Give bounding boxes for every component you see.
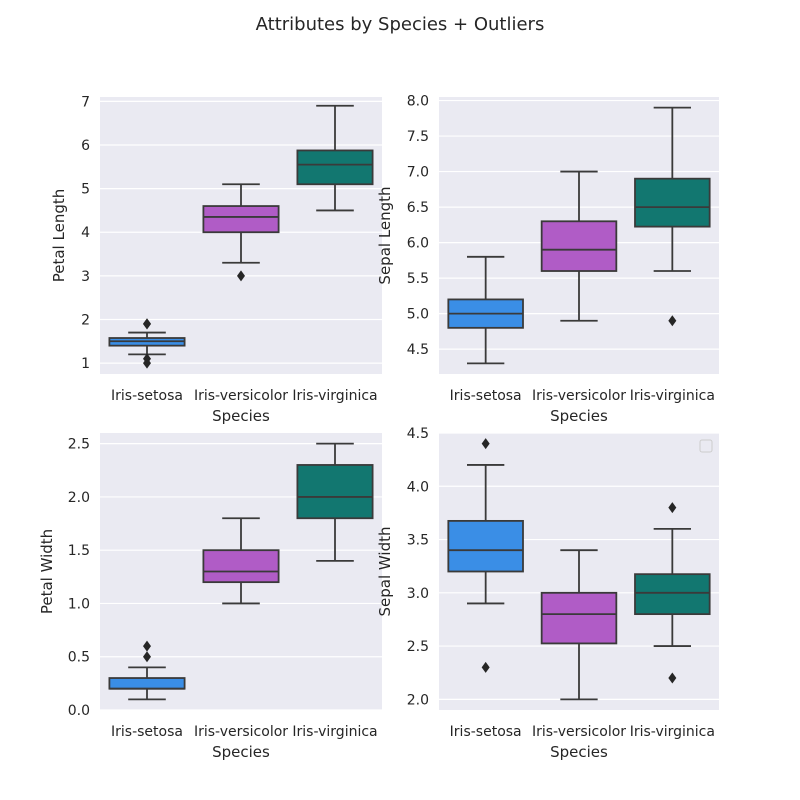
box-body <box>540 591 618 645</box>
legend-box <box>699 439 713 453</box>
x-tick-label: Iris-virginica <box>630 388 715 404</box>
y-tick-label: 2.0 <box>68 490 90 506</box>
y-tick-label: 0.5 <box>68 650 90 666</box>
y-tick-label: 1 <box>81 356 90 372</box>
chart-panel-petal-width: 0.0 0.5 1.0 1.5 2.0 2.5 Iris-setosa Iris-versic… <box>38 433 382 761</box>
y-tick-label: 3 <box>81 269 90 285</box>
box-iris-setosa <box>447 438 524 673</box>
outlier-point <box>668 672 677 684</box>
x-tick-label: Iris-versicolor <box>532 724 626 740</box>
y-tick-label: 5 <box>81 182 90 198</box>
y-tick-label: 2 <box>81 312 90 328</box>
box-iris-setosa <box>447 255 524 365</box>
box-body <box>296 149 374 186</box>
chart-panel-sepal-width: 2.0 2.5 3.0 3.5 4.0 4.5 Iris-setosa Iris-versic… <box>376 426 719 761</box>
outlier-point <box>143 651 151 663</box>
box-iris-virginica <box>296 104 374 212</box>
y-tick-label: 6.5 <box>407 200 429 216</box>
chart-panel-sepal-length: 4.5 5.0 5.5 6.0 6.5 7.0 7.5 8.0 Iris-setosa Iris-… <box>376 94 719 425</box>
x-tick-label: Iris-versicolor <box>194 388 288 404</box>
y-tick-label: 3.0 <box>407 586 429 602</box>
y-tick-label: 1.0 <box>68 596 90 612</box>
box-body <box>634 177 711 228</box>
box-body <box>202 549 280 584</box>
outlier-point <box>143 318 151 330</box>
y-tick-label: 7.0 <box>407 165 429 181</box>
box-iris-virginica <box>296 442 374 562</box>
box-iris-virginica <box>634 106 711 327</box>
y-tick-label: 4.5 <box>407 342 429 358</box>
outlier-point <box>481 661 490 673</box>
x-axis-label: Species <box>212 407 270 425</box>
outlier-point <box>143 640 151 652</box>
x-axis-label: Species <box>212 743 270 761</box>
x-axis-label: Species <box>550 407 608 425</box>
y-tick-label: 4 <box>81 225 90 241</box>
box-iris-setosa <box>108 640 186 701</box>
x-tick-label: Iris-versicolor <box>194 724 288 740</box>
y-tick-label: 2.5 <box>407 639 429 655</box>
box-iris-versicolor <box>202 183 280 282</box>
y-tick-label: 5.0 <box>407 307 429 323</box>
y-tick-label: 7.5 <box>407 129 429 145</box>
x-tick-label: Iris-virginica <box>292 724 377 740</box>
y-tick-label: 6.0 <box>407 236 429 252</box>
y-tick-label: 1.5 <box>68 543 90 559</box>
box-body <box>108 677 186 690</box>
y-tick-label: 3.5 <box>407 533 429 549</box>
y-tick-label: 4.5 <box>407 426 429 442</box>
outlier-point <box>668 315 677 327</box>
y-tick-label: 6 <box>81 138 90 154</box>
x-tick-label: Iris-setosa <box>111 724 183 740</box>
y-tick-label: 4.0 <box>407 479 429 495</box>
box-body <box>447 519 524 573</box>
x-tick-label: Iris-setosa <box>111 388 183 404</box>
y-tick-label: 2.5 <box>68 437 90 453</box>
chart-panel-petal-length: 1 2 3 4 5 6 7 Iris-setosa Iris-versicolor Iris-vi… <box>50 94 382 425</box>
y-axis-label: Petal Length <box>50 189 68 283</box>
box-iris-setosa <box>108 318 186 369</box>
outlier-point <box>237 270 245 282</box>
box-iris-virginica <box>634 502 711 684</box>
box-body <box>202 205 280 234</box>
box-iris-versicolor <box>540 170 618 322</box>
box-body <box>296 464 374 520</box>
box-body <box>540 220 618 272</box>
x-tick-label: Iris-setosa <box>450 724 522 740</box>
x-tick-label: Iris-virginica <box>630 724 715 740</box>
y-axis-label: Sepal Width <box>376 527 394 617</box>
outlier-point <box>143 357 151 369</box>
x-axis-label: Species <box>550 743 608 761</box>
y-axis-label: Sepal Length <box>376 186 394 284</box>
box-body <box>634 573 711 616</box>
x-tick-label: Iris-versicolor <box>532 388 626 404</box>
box-iris-versicolor <box>540 549 618 701</box>
outlier-point <box>668 502 677 514</box>
figure-title: Attributes by Species + Outliers <box>256 14 545 35</box>
y-tick-label: 5.5 <box>407 271 429 287</box>
x-tick-label: Iris-setosa <box>450 388 522 404</box>
y-tick-label: 7 <box>81 94 90 110</box>
y-tick-label: 2.0 <box>407 692 429 708</box>
outlier-point <box>481 438 490 450</box>
x-tick-label: Iris-virginica <box>292 388 377 404</box>
y-tick-label: 8.0 <box>407 94 429 110</box>
y-axis-label: Petal Width <box>38 529 56 614</box>
box-iris-versicolor <box>202 517 280 605</box>
y-tick-label: 0.0 <box>68 703 90 719</box>
